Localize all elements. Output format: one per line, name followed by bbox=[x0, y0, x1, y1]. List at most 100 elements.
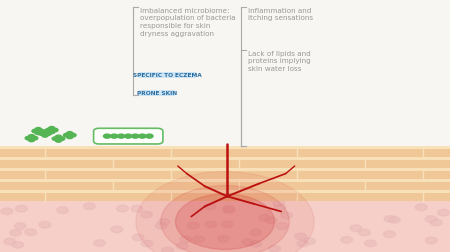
Circle shape bbox=[111, 135, 118, 139]
Bar bbox=[0, 160, 450, 168]
Bar bbox=[0, 146, 450, 252]
Circle shape bbox=[52, 137, 58, 141]
Circle shape bbox=[49, 131, 55, 134]
Bar bbox=[0, 149, 450, 157]
Bar bbox=[0, 182, 450, 191]
Circle shape bbox=[162, 247, 173, 252]
Circle shape bbox=[15, 206, 27, 212]
Circle shape bbox=[28, 137, 35, 140]
Circle shape bbox=[274, 205, 286, 211]
Circle shape bbox=[35, 132, 41, 135]
Circle shape bbox=[269, 245, 280, 252]
Circle shape bbox=[12, 242, 24, 248]
Circle shape bbox=[136, 172, 314, 252]
Circle shape bbox=[14, 223, 26, 229]
Circle shape bbox=[384, 216, 396, 222]
Circle shape bbox=[205, 221, 216, 228]
Circle shape bbox=[224, 207, 235, 213]
Circle shape bbox=[259, 215, 270, 221]
Circle shape bbox=[45, 129, 52, 132]
Circle shape bbox=[176, 194, 274, 249]
Circle shape bbox=[55, 136, 62, 139]
Circle shape bbox=[49, 127, 55, 131]
Circle shape bbox=[158, 219, 170, 225]
Circle shape bbox=[132, 234, 144, 241]
Circle shape bbox=[273, 200, 285, 207]
Circle shape bbox=[341, 237, 352, 243]
Circle shape bbox=[67, 134, 73, 137]
Circle shape bbox=[281, 212, 292, 218]
Circle shape bbox=[63, 134, 70, 137]
Circle shape bbox=[304, 238, 315, 244]
Bar bbox=[0, 146, 450, 149]
Circle shape bbox=[180, 236, 192, 242]
Circle shape bbox=[104, 135, 111, 139]
Circle shape bbox=[425, 216, 437, 223]
Circle shape bbox=[117, 135, 125, 139]
Circle shape bbox=[425, 237, 437, 244]
Circle shape bbox=[42, 131, 48, 134]
Circle shape bbox=[28, 135, 35, 139]
Circle shape bbox=[250, 240, 261, 247]
Circle shape bbox=[223, 206, 234, 212]
Circle shape bbox=[55, 139, 62, 143]
Circle shape bbox=[415, 204, 427, 211]
FancyBboxPatch shape bbox=[94, 129, 163, 144]
Circle shape bbox=[52, 129, 58, 132]
Circle shape bbox=[10, 230, 22, 236]
Circle shape bbox=[39, 222, 51, 228]
Circle shape bbox=[242, 239, 254, 245]
Circle shape bbox=[25, 229, 36, 235]
Circle shape bbox=[67, 136, 73, 139]
Circle shape bbox=[111, 226, 123, 233]
Circle shape bbox=[438, 209, 450, 216]
Bar bbox=[0, 191, 450, 194]
Circle shape bbox=[45, 132, 51, 136]
Circle shape bbox=[25, 137, 32, 140]
Circle shape bbox=[141, 211, 153, 218]
Circle shape bbox=[94, 240, 105, 246]
Circle shape bbox=[132, 135, 139, 139]
Circle shape bbox=[42, 134, 48, 138]
Bar bbox=[0, 194, 450, 202]
FancyBboxPatch shape bbox=[139, 90, 175, 97]
Circle shape bbox=[84, 203, 95, 210]
Circle shape bbox=[42, 132, 48, 136]
Circle shape bbox=[1, 208, 13, 215]
Circle shape bbox=[141, 240, 153, 247]
Circle shape bbox=[383, 231, 395, 238]
Circle shape bbox=[204, 204, 216, 210]
Circle shape bbox=[67, 132, 73, 136]
Circle shape bbox=[117, 205, 128, 212]
Text: Inflammation and
itching sensations: Inflammation and itching sensations bbox=[248, 8, 313, 21]
Circle shape bbox=[297, 240, 309, 247]
Circle shape bbox=[350, 225, 362, 232]
Circle shape bbox=[32, 137, 38, 140]
Circle shape bbox=[218, 236, 230, 242]
Circle shape bbox=[364, 240, 376, 247]
Circle shape bbox=[276, 223, 288, 229]
Bar bbox=[0, 168, 450, 171]
Circle shape bbox=[70, 134, 76, 137]
Bar bbox=[0, 157, 450, 160]
Circle shape bbox=[176, 243, 188, 249]
Circle shape bbox=[131, 206, 143, 212]
Circle shape bbox=[266, 217, 277, 224]
Circle shape bbox=[58, 137, 65, 141]
Circle shape bbox=[193, 236, 205, 242]
Text: Imbalanced microbiome:
overpopulation of bacteria
responsible for skin
dryness a: Imbalanced microbiome: overpopulation of… bbox=[140, 8, 235, 37]
Circle shape bbox=[55, 137, 62, 141]
Circle shape bbox=[250, 230, 261, 236]
Circle shape bbox=[38, 130, 45, 133]
Circle shape bbox=[139, 135, 146, 139]
Circle shape bbox=[155, 223, 167, 229]
Text: SPECIFIC TO ECZEMA: SPECIFIC TO ECZEMA bbox=[133, 73, 202, 78]
Circle shape bbox=[39, 132, 45, 136]
Circle shape bbox=[125, 135, 132, 139]
Circle shape bbox=[35, 128, 41, 132]
Text: Lack of lipids and
proteins implying
skin water loss: Lack of lipids and proteins implying ski… bbox=[248, 50, 310, 72]
Circle shape bbox=[4, 238, 16, 245]
Circle shape bbox=[161, 186, 289, 252]
Circle shape bbox=[32, 130, 38, 133]
Circle shape bbox=[49, 129, 55, 132]
